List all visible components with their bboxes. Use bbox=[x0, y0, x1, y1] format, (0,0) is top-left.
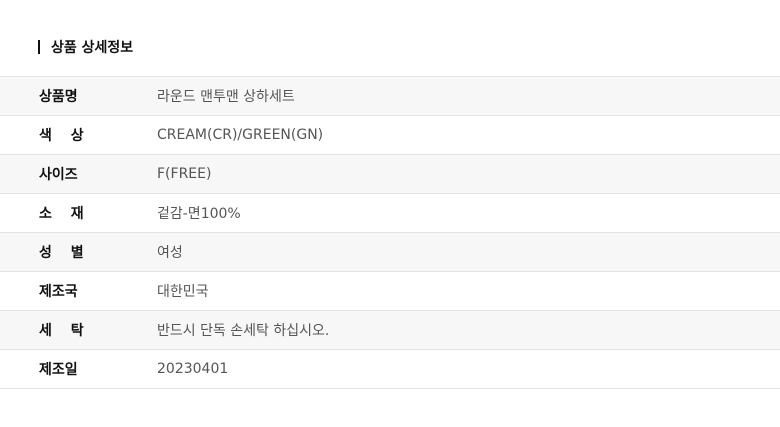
row-label: 사이즈 bbox=[39, 167, 78, 183]
row-value: F(FREE) bbox=[157, 166, 212, 182]
row-value: 반드시 단독 손세탁 하십시오. bbox=[157, 323, 330, 339]
row-label: 상품명 bbox=[39, 89, 78, 105]
row-value: CREAM(CR)/GREEN(GN) bbox=[157, 127, 324, 143]
product-detail-table: 상품명 라운드 맨투맨 상하세트 색 상 CREAM(CR)/GREEN(GN) 사… bbox=[0, 76, 780, 389]
row-label: 제조일 bbox=[39, 362, 78, 378]
row-label: 세 탁 bbox=[39, 323, 84, 339]
row-value: 여성 bbox=[157, 245, 183, 261]
table-row: 상품명 라운드 맨투맨 상하세트 bbox=[0, 77, 780, 116]
table-row: 소 재 겉감-면100% bbox=[0, 194, 780, 233]
table-row: 제조일 20230401 bbox=[0, 350, 780, 389]
row-value: 20230401 bbox=[157, 361, 229, 377]
table-row: 색 상 CREAM(CR)/GREEN(GN) bbox=[0, 116, 780, 155]
row-value: 대한민국 bbox=[157, 284, 209, 300]
table-row: 사이즈 F(FREE) bbox=[0, 155, 780, 194]
title-bar-marker bbox=[38, 40, 40, 54]
row-value: 라운드 맨투맨 상하세트 bbox=[157, 89, 295, 105]
table-row: 세 탁 반드시 단독 손세탁 하십시오. bbox=[0, 311, 780, 350]
row-value: 겉감-면100% bbox=[157, 206, 241, 222]
table-row: 제조국 대한민국 bbox=[0, 272, 780, 311]
row-label: 색 상 bbox=[39, 128, 84, 144]
section-title-text: 상품 상세정보 bbox=[51, 40, 134, 56]
row-label: 제조국 bbox=[39, 284, 78, 300]
table-row: 성 별 여성 bbox=[0, 233, 780, 272]
section-title: 상품 상세정보 bbox=[38, 37, 133, 57]
row-label: 성 별 bbox=[39, 245, 84, 261]
row-label: 소 재 bbox=[39, 206, 84, 222]
